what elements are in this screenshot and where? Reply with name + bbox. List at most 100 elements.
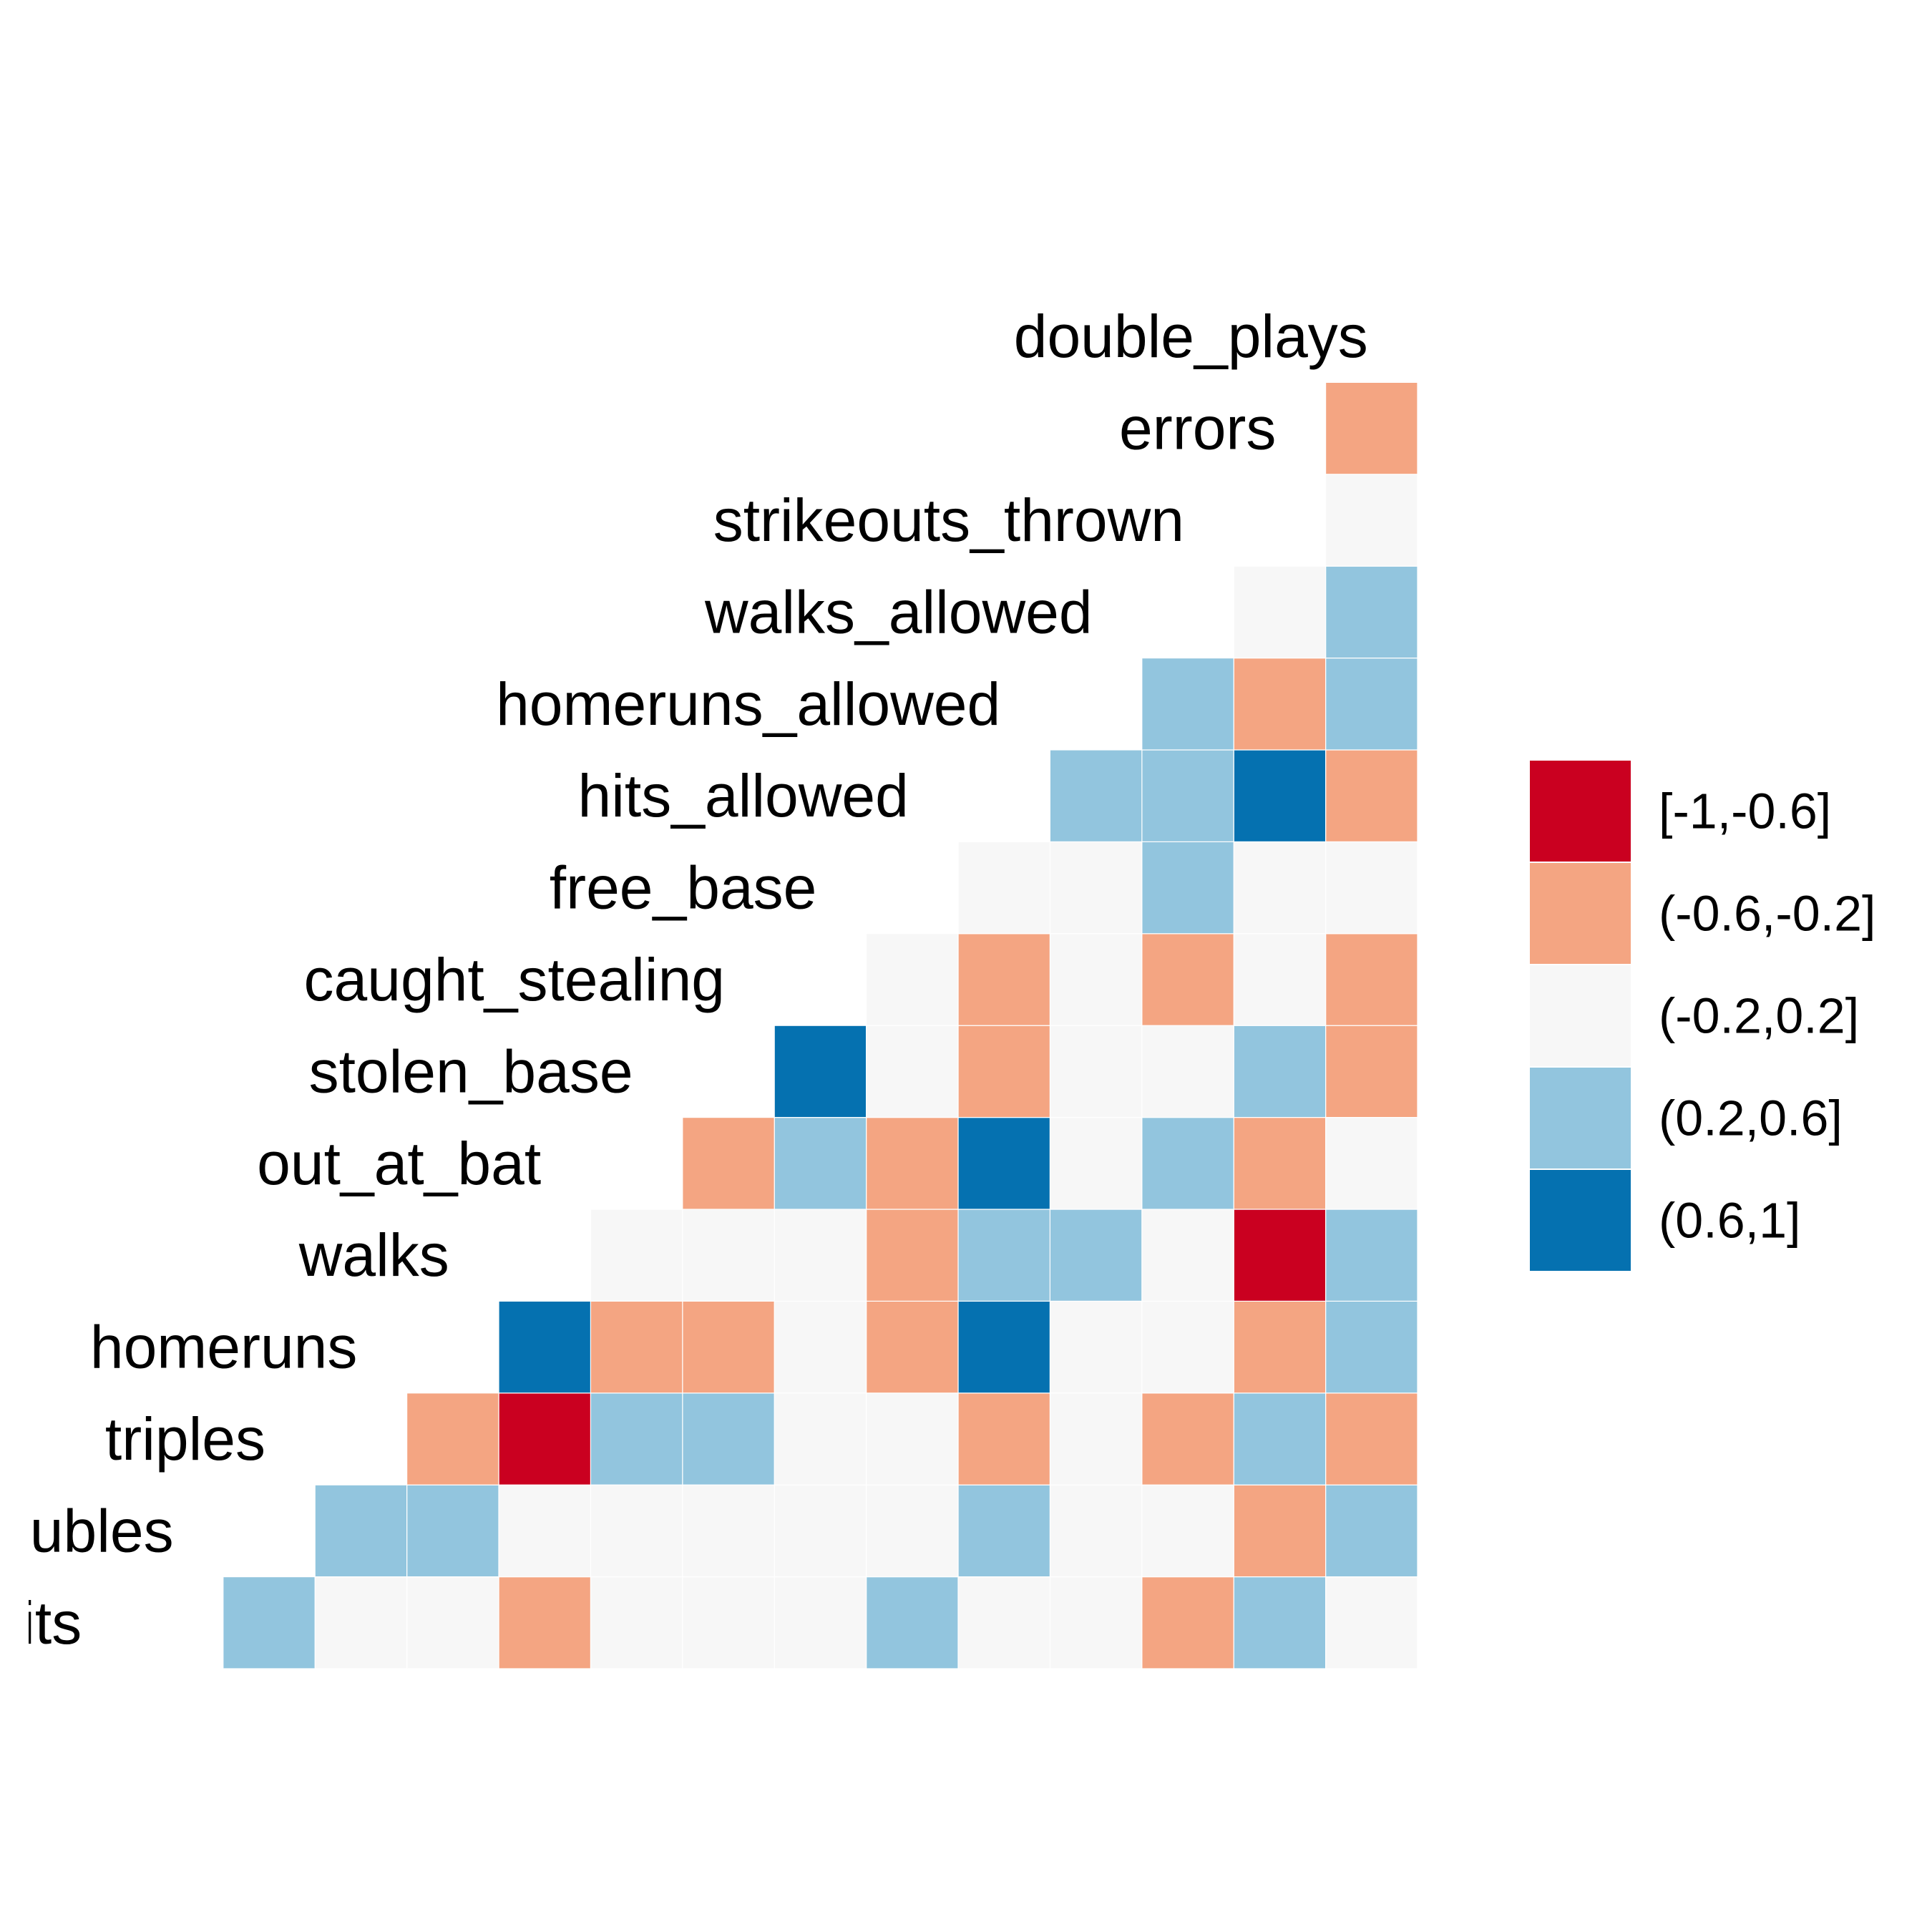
heatmap-cell-triples-walks xyxy=(406,1392,499,1485)
labels-layer: base_hits doubles triples homeruns walks out_… xyxy=(0,303,1368,1657)
heatmap-cell-free_base-errors xyxy=(1233,841,1327,935)
heatmap-cell-stolen_base-free_base xyxy=(774,1025,867,1118)
heatmap-cell-base_hits-hits_allowed xyxy=(865,1576,959,1669)
variable-label-homeruns: homeruns xyxy=(90,1314,358,1381)
heatmap-cell-base_hits-walks_allowed xyxy=(1049,1576,1143,1669)
heatmap-cell-triples-out_at_bat xyxy=(498,1392,591,1485)
legend-label-0: [-1,-0.6] xyxy=(1659,784,1831,839)
heatmap-cell-homeruns-walks_allowed xyxy=(1049,1300,1143,1394)
heatmap-cell-doubles-out_at_bat xyxy=(498,1484,591,1578)
heatmap-cell-homeruns-hits_allowed xyxy=(865,1300,959,1394)
variable-label-double_plays: double_plays xyxy=(1014,303,1368,370)
heatmap-cell-base_hits-double_plays xyxy=(1324,1576,1418,1669)
heatmap-cell-doubles-hits_allowed xyxy=(865,1484,959,1578)
heatmap-cell-walks-errors xyxy=(1233,1209,1327,1302)
heatmap-cell-triples-stolen_base xyxy=(590,1392,683,1485)
heatmap-cell-caught_stealing-double_plays xyxy=(1324,933,1418,1026)
heatmap-cell-homeruns-errors xyxy=(1233,1300,1327,1394)
heatmap-cell-walks-free_base xyxy=(774,1209,867,1302)
heatmap-cell-base_hits-homeruns_allowed xyxy=(957,1576,1050,1669)
heatmap-cell-triples-caught_stealing xyxy=(682,1392,775,1485)
heatmap-cell-out_at_bat-walks_allowed xyxy=(1049,1116,1143,1210)
heatmap-cell-caught_stealing-errors xyxy=(1233,933,1327,1026)
heatmap-cell-walks-strikeouts_thrown xyxy=(1141,1209,1234,1302)
heatmap-cell-base_hits-homeruns xyxy=(314,1576,408,1669)
heatmap-cell-homeruns_allowed-errors xyxy=(1233,657,1327,751)
heatmap-cell-triples-strikeouts_thrown xyxy=(1141,1392,1234,1485)
heatmap-cell-strikeouts_thrown-double_plays xyxy=(1324,474,1418,567)
heatmap-cell-errors-double_plays xyxy=(1324,381,1418,475)
heatmap-cell-caught_stealing-homeruns_allowed xyxy=(957,933,1050,1026)
heatmap-cell-out_at_bat-free_base xyxy=(774,1116,867,1210)
heatmap-cell-base_hits-free_base xyxy=(774,1576,867,1669)
heatmap-cell-homeruns-free_base xyxy=(774,1300,867,1394)
heatmap-cell-walks-walks_allowed xyxy=(1049,1209,1143,1302)
variable-label-doubles: doubles xyxy=(0,1497,174,1564)
heatmap-cell-hits_allowed-strikeouts_thrown xyxy=(1141,749,1234,842)
legend-key-4 xyxy=(1528,1169,1632,1272)
heatmap-cell-doubles-stolen_base xyxy=(590,1484,683,1578)
heatmap-cell-base_hits-caught_stealing xyxy=(682,1576,775,1669)
heatmap-cell-triples-hits_allowed xyxy=(865,1392,959,1485)
heatmap-cell-free_base-strikeouts_thrown xyxy=(1141,841,1234,935)
heatmap-cell-stolen_base-hits_allowed xyxy=(865,1025,959,1118)
heatmap-cell-stolen_base-strikeouts_thrown xyxy=(1141,1025,1234,1118)
heatmap-cell-base_hits-stolen_base xyxy=(590,1576,683,1669)
heatmap-cell-out_at_bat-strikeouts_thrown xyxy=(1141,1116,1234,1210)
heatmap-cell-homeruns-double_plays xyxy=(1324,1300,1418,1394)
variable-label-hits_allowed: hits_allowed xyxy=(578,762,909,829)
heatmap-cell-stolen_base-walks_allowed xyxy=(1049,1025,1143,1118)
heatmap-cell-out_at_bat-homeruns_allowed xyxy=(957,1116,1050,1210)
heatmap-cell-doubles-double_plays xyxy=(1324,1484,1418,1578)
heatmap-cell-doubles-free_base xyxy=(774,1484,867,1578)
heatmap-cell-homeruns-stolen_base xyxy=(590,1300,683,1394)
legend: [-1,-0.6] (-0.6,-0.2] (-0.2,0.2] (0.2,0.6] (… xyxy=(1528,759,1875,1272)
heatmap-cell-out_at_bat-caught_stealing xyxy=(682,1116,775,1210)
heatmap-cell-triples-errors xyxy=(1233,1392,1327,1485)
legend-key-1 xyxy=(1528,862,1632,965)
variable-label-out_at_bat: out_at_bat xyxy=(257,1130,541,1197)
heatmap-cell-out_at_bat-errors xyxy=(1233,1116,1327,1210)
legend-label-1: (-0.6,-0.2] xyxy=(1659,886,1875,942)
heatmap-cell-hits_allowed-walks_allowed xyxy=(1049,749,1143,842)
heatmap-cell-stolen_base-homeruns_allowed xyxy=(957,1025,1050,1118)
heatmap-cell-triples-homeruns_allowed xyxy=(957,1392,1050,1485)
heatmap-cell-doubles-strikeouts_thrown xyxy=(1141,1484,1234,1578)
variable-label-stolen_base: stolen_base xyxy=(309,1038,633,1105)
heatmap-cell-homeruns_allowed-double_plays xyxy=(1324,657,1418,751)
heatmap-cell-out_at_bat-hits_allowed xyxy=(865,1116,959,1210)
heatmap-cell-caught_stealing-hits_allowed xyxy=(865,933,959,1026)
heatmap-cell-hits_allowed-double_plays xyxy=(1324,749,1418,842)
heatmap-cell-hits_allowed-errors xyxy=(1233,749,1327,842)
heatmap-cell-caught_stealing-walks_allowed xyxy=(1049,933,1143,1026)
heatmap-cell-free_base-double_plays xyxy=(1324,841,1418,935)
heatmap-cell-doubles-walks_allowed xyxy=(1049,1484,1143,1578)
variable-label-walks_allowed: walks_allowed xyxy=(704,578,1093,645)
legend-label-2: (-0.2,0.2] xyxy=(1659,988,1859,1044)
variable-label-base_hits: base_hits xyxy=(0,1589,82,1657)
heatmap-cell-doubles-homeruns xyxy=(314,1484,408,1578)
variable-label-errors: errors xyxy=(1119,395,1276,462)
variable-label-strikeouts_thrown: strikeouts_thrown xyxy=(713,487,1184,554)
variable-label-homeruns_allowed: homeruns_allowed xyxy=(496,670,1000,738)
heatmap-cell-base_hits-errors xyxy=(1233,1576,1327,1669)
variable-label-free_base: free_base xyxy=(550,854,817,922)
heatmap-cell-homeruns_allowed-strikeouts_thrown xyxy=(1141,657,1234,751)
heatmap-cell-stolen_base-errors xyxy=(1233,1025,1327,1118)
legend-label-4: (0.6,1] xyxy=(1659,1193,1800,1249)
variable-label-caught_stealing: caught_stealing xyxy=(304,946,725,1013)
heatmap-cell-base_hits-walks xyxy=(406,1576,499,1669)
heatmap-cell-walks-caught_stealing xyxy=(682,1209,775,1302)
heatmap-cell-walks-homeruns_allowed xyxy=(957,1209,1050,1302)
heatmap-cell-triples-walks_allowed xyxy=(1049,1392,1143,1485)
heatmap-cell-homeruns-strikeouts_thrown xyxy=(1141,1300,1234,1394)
heatmap-cell-stolen_base-double_plays xyxy=(1324,1025,1418,1118)
heatmap-cell-doubles-walks xyxy=(406,1484,499,1578)
heatmap-cell-base_hits-out_at_bat xyxy=(498,1576,591,1669)
heatmap-cell-homeruns-caught_stealing xyxy=(682,1300,775,1394)
variable-label-walks: walks xyxy=(298,1221,449,1289)
heatmap-cell-walks-double_plays xyxy=(1324,1209,1418,1302)
variable-label-triples: triples xyxy=(105,1405,265,1473)
